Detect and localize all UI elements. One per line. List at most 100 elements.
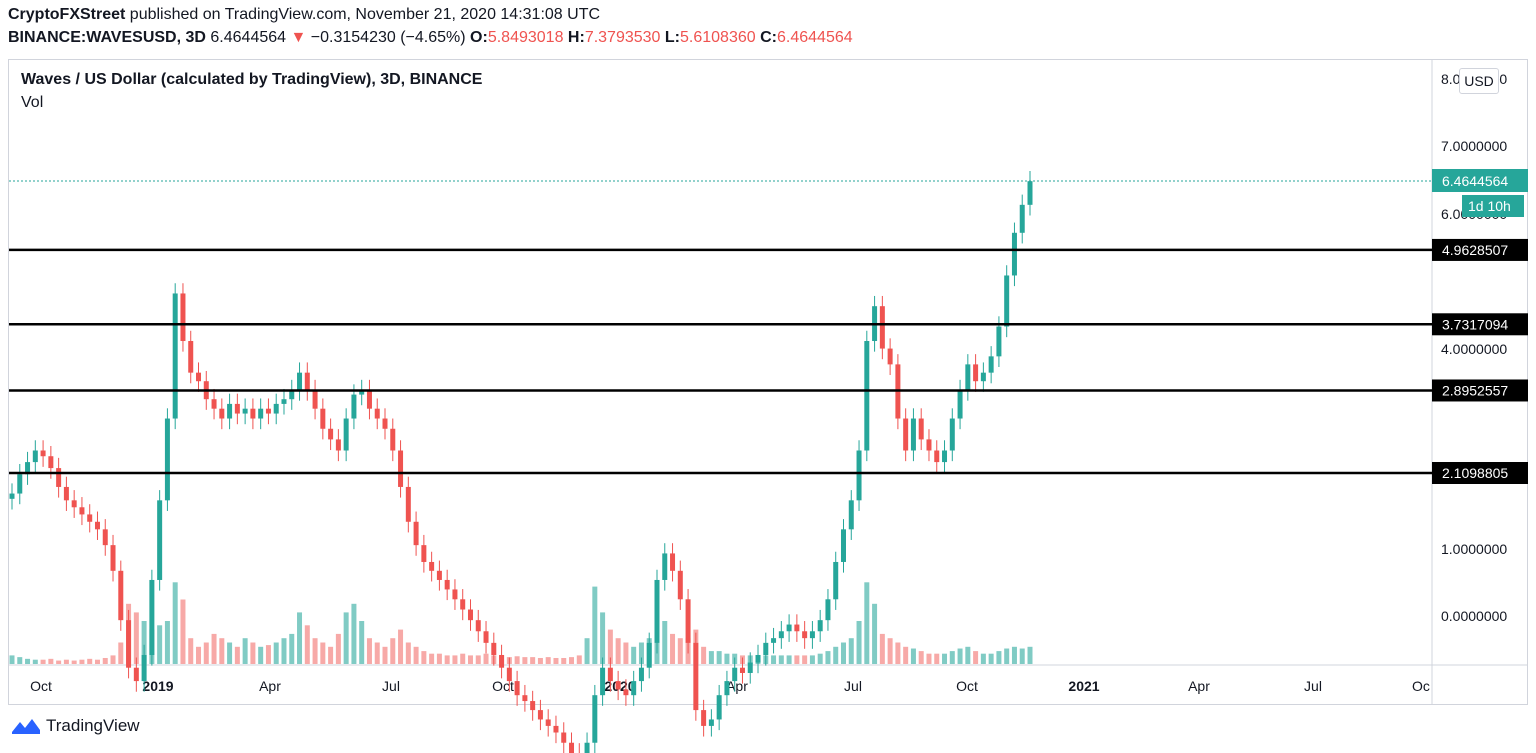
low-value: 5.6108360 — [680, 29, 756, 46]
last-price-label: 6.4644564 — [1442, 173, 1508, 189]
volume-bar — [825, 651, 831, 664]
candle-body — [71, 500, 77, 508]
volume-bar — [211, 633, 217, 664]
volume-bar — [677, 638, 683, 664]
candle-body — [413, 521, 419, 546]
candle-body — [234, 403, 240, 414]
volume-bar — [141, 621, 147, 664]
candle-body — [219, 408, 225, 419]
volume-bar — [452, 655, 458, 664]
candle-body — [693, 642, 699, 711]
candle-body — [9, 493, 15, 499]
volume-bar — [110, 655, 116, 664]
candle-body — [164, 418, 170, 501]
candle-body — [545, 719, 551, 726]
x-tick-label: Oc — [1412, 678, 1430, 694]
candle-body — [522, 695, 528, 702]
volume-bar — [934, 653, 940, 664]
volume-bar — [910, 648, 916, 664]
volume-bar — [242, 638, 248, 664]
candle-body — [934, 450, 940, 463]
candle-body — [258, 408, 264, 419]
ohlc-line: BINANCE:WAVESUSD, 3D 6.4644564 ▼ −0.3154… — [8, 29, 853, 47]
volume-bar — [724, 653, 730, 664]
volume-bar — [87, 658, 93, 664]
volume-bar — [638, 642, 644, 664]
volume-bar — [872, 603, 878, 664]
candle-body — [677, 570, 683, 600]
candle-body — [848, 500, 854, 530]
candle-body — [48, 456, 54, 469]
candle-body — [973, 364, 979, 382]
candle-body — [1011, 232, 1017, 276]
publish-line: CryptoFXStreet published on TradingView.… — [8, 6, 600, 24]
candle-body — [949, 418, 955, 451]
candle-body — [483, 631, 489, 643]
candle-body — [444, 579, 450, 590]
level-price-label: 2.1098805 — [1442, 465, 1508, 481]
candle-body — [56, 468, 62, 487]
volume-bar — [172, 582, 178, 664]
pane-title: Waves / US Dollar (calculated by Trading… — [21, 71, 483, 88]
countdown-tag — [1462, 195, 1524, 217]
candle-body — [514, 681, 520, 696]
volume-bar — [809, 655, 815, 664]
last-price-tag — [1432, 169, 1528, 192]
volume-bar — [71, 660, 77, 664]
change-value: −0.3154230 (−4.65%) — [310, 29, 466, 46]
candle-body — [670, 553, 676, 571]
volume-bar — [926, 653, 932, 664]
candle-body — [460, 599, 466, 610]
candle-body — [467, 609, 473, 621]
candle-body — [561, 732, 567, 743]
volume-bar — [483, 653, 489, 664]
volume-bar — [382, 646, 388, 664]
candle-body — [141, 654, 147, 682]
volume-bar — [328, 646, 334, 664]
candle-body — [918, 418, 924, 440]
candle-body — [343, 418, 349, 451]
volume-bar — [429, 653, 435, 664]
volume-bar — [56, 660, 62, 664]
volume-bar — [942, 653, 948, 664]
candle-body — [833, 561, 839, 600]
volume-bar — [188, 638, 194, 664]
volume-bar — [180, 599, 186, 664]
candle-body — [32, 450, 38, 463]
candle-body — [607, 667, 613, 682]
volume-bar — [320, 642, 326, 664]
author-name[interactable]: CryptoFXStreet — [8, 6, 126, 23]
volume-bar — [304, 625, 310, 664]
candle-body — [273, 403, 279, 414]
volume-bar — [569, 657, 575, 664]
candle-body — [63, 486, 69, 501]
volume-bar — [219, 638, 225, 664]
volume-bar — [460, 653, 466, 664]
level-price-label: 4.9628507 — [1442, 242, 1508, 258]
candle-body — [794, 624, 800, 632]
candle-body — [942, 450, 948, 463]
x-tick-label: Apr — [259, 678, 281, 694]
x-tick-label: 2021 — [1068, 678, 1099, 694]
currency-button[interactable]: USD — [1459, 68, 1499, 94]
volume-bar — [856, 621, 862, 664]
volume-bar — [17, 657, 23, 664]
volume-bar — [374, 642, 380, 664]
candle-body — [926, 439, 932, 451]
volume-bar — [670, 633, 676, 664]
level-price-tag — [1432, 313, 1528, 336]
volume-bar — [708, 651, 714, 664]
candle-body — [118, 570, 124, 621]
volume-bar — [281, 638, 287, 664]
candle-body — [600, 667, 606, 696]
volume-bar — [32, 659, 38, 664]
candle-body — [1004, 275, 1010, 327]
last-value: 6.4644564 — [210, 29, 287, 46]
volume-bar — [1027, 646, 1033, 664]
volume-bar — [273, 642, 279, 664]
candle-body — [227, 403, 233, 419]
candle-body — [172, 293, 178, 419]
tradingview-logo[interactable]: TradingView — [10, 716, 140, 736]
candle-body — [817, 620, 823, 632]
